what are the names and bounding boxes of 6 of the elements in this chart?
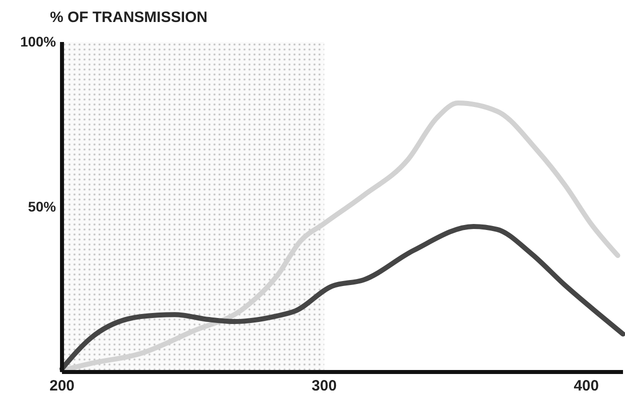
x-tick-label: 200: [49, 378, 75, 395]
y-axis-title: % OF TRANSMISSION: [50, 9, 208, 26]
y-tick-label: 100%: [20, 33, 57, 50]
y-tick-label: 50%: [28, 198, 57, 214]
x-tick-label: 400: [574, 378, 599, 395]
x-tick-label: 300: [312, 378, 337, 395]
